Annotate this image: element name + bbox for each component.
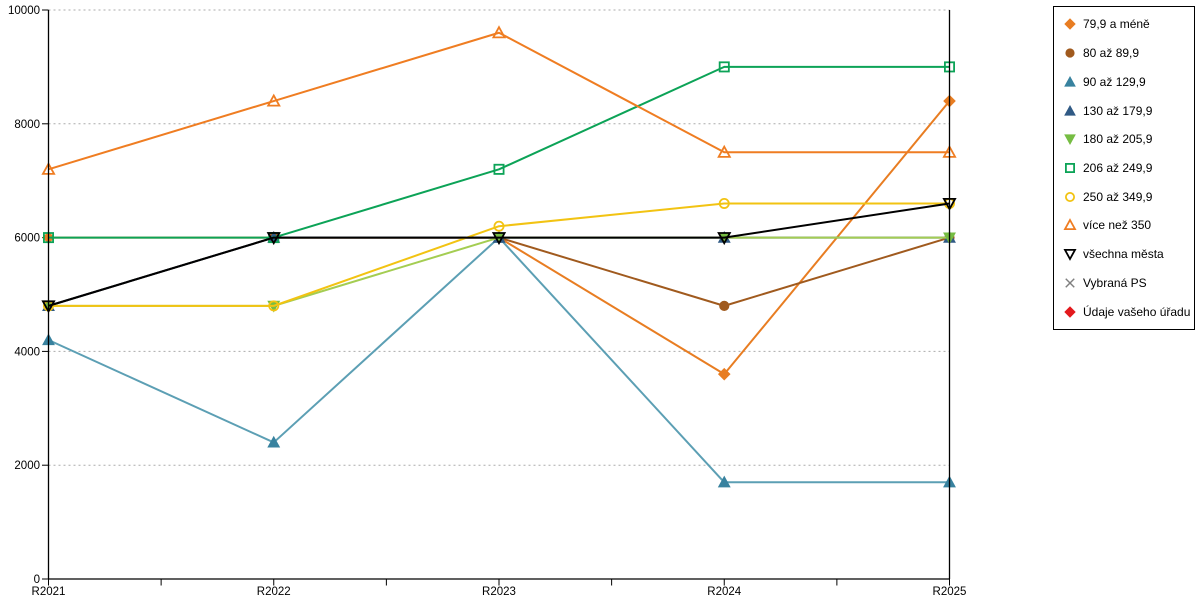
triangle-down-icon — [1063, 249, 1077, 261]
data-point-marker — [719, 300, 730, 311]
data-point-marker — [493, 220, 505, 232]
triangle-up-icon — [1064, 75, 1076, 87]
legend-item-label: 180 až 205,9 — [1083, 132, 1153, 147]
data-point-marker — [1065, 191, 1075, 202]
legend-item-label: Údaje vašeho úřadu — [1083, 304, 1191, 319]
series-line-2 — [48, 236, 950, 484]
series-line-4 — [48, 236, 950, 307]
legend-item-label: 130 až 179,9 — [1083, 103, 1153, 118]
legend-item: 90 až 129,9 — [1063, 75, 1192, 89]
triangle-up-icon — [1063, 218, 1077, 231]
legend-item: všechna města — [1063, 247, 1192, 261]
data-point-marker — [1063, 249, 1077, 261]
legend-item-label: 79,9 a méně — [1083, 17, 1150, 32]
x-axis-tick-label: R2021 — [32, 586, 66, 598]
series-line-7 — [48, 31, 950, 171]
x-icon — [1065, 278, 1075, 288]
y-axis-tick-label: 0 — [34, 574, 40, 586]
data-point-marker — [1065, 162, 1075, 173]
line-chart: 0 2000 4000 6000 8000 10000 R2021 R2022 R2023 R20… — [8, 5, 967, 598]
data-point-marker — [1064, 305, 1076, 318]
triangle-down-icon — [1064, 134, 1076, 146]
y-axis-tick-label: 2000 — [14, 460, 40, 472]
data-point-marker — [717, 144, 732, 158]
x-axis-tick-label: R2025 — [933, 586, 967, 598]
circle-icon — [1065, 191, 1075, 202]
legend-item-label: 250 až 349,9 — [1083, 189, 1153, 204]
legend-item: 130 až 179,9 — [1063, 104, 1192, 118]
circle-icon — [1065, 48, 1075, 58]
legend-item-label: 206 až 249,9 — [1083, 160, 1153, 175]
data-point-marker — [717, 367, 731, 381]
y-axis-tick-label: 4000 — [14, 346, 40, 358]
legend-item: 180 až 205,9 — [1063, 132, 1192, 146]
legend-item: 250 až 349,9 — [1063, 190, 1192, 204]
series-line-3 — [48, 236, 950, 307]
legend-item: 80 až 89,9 — [1063, 46, 1192, 60]
data-point-marker — [267, 435, 281, 448]
series-line-5 — [48, 65, 950, 239]
x-axis-tick-label: R2023 — [482, 586, 516, 598]
triangle-up-icon — [1064, 104, 1076, 116]
legend: 79,9 a méně 80 až 89,9 90 až 129,9 130 až 1… — [1053, 6, 1195, 330]
y-axis-tick-label: 6000 — [14, 233, 40, 245]
data-point-marker — [268, 300, 280, 312]
data-point-marker — [718, 197, 730, 209]
data-point-marker — [1064, 104, 1076, 116]
data-point-marker — [718, 61, 730, 73]
data-point-marker — [266, 93, 281, 107]
diamond-icon — [1064, 18, 1076, 31]
legend-item-label: více než 350 — [1083, 218, 1152, 233]
legend-item: 206 až 249,9 — [1063, 161, 1192, 175]
legend-item: více než 350 — [1063, 218, 1192, 232]
series-line-8 — [48, 202, 950, 307]
series-line-6 — [48, 202, 950, 307]
data-point-marker — [493, 163, 505, 175]
legend-item-label: 90 až 129,9 — [1083, 74, 1146, 89]
data-point-marker — [1065, 48, 1075, 58]
data-point-marker — [717, 475, 731, 488]
series-line-1 — [48, 236, 950, 307]
x-axis-tick-label: R2022 — [257, 586, 291, 598]
data-point-marker — [717, 232, 732, 246]
diamond-icon — [1064, 305, 1076, 318]
y-axis-tick-label: 8000 — [14, 119, 40, 131]
square-icon — [1065, 162, 1075, 173]
legend-item: Údaje vašeho úřadu — [1063, 305, 1192, 319]
legend-item-label: 80 až 89,9 — [1083, 46, 1140, 61]
data-point-marker — [491, 232, 507, 246]
legend-item: 79,9 a méně — [1063, 17, 1192, 31]
data-point-marker — [1064, 18, 1076, 31]
legend-item-label: Vybraná PS — [1083, 275, 1147, 290]
legend-item: Vybraná PS — [1063, 276, 1192, 290]
y-axis-tick-label: 10000 — [8, 5, 40, 17]
data-point-marker — [1065, 278, 1075, 288]
legend-item-label: všechna města — [1083, 247, 1164, 262]
data-point-marker — [1063, 218, 1077, 231]
data-point-marker — [1064, 75, 1076, 87]
data-point-marker — [266, 232, 281, 246]
data-point-marker — [491, 25, 507, 39]
x-axis-tick-label: R2024 — [707, 586, 741, 598]
data-point-marker — [1064, 134, 1076, 146]
